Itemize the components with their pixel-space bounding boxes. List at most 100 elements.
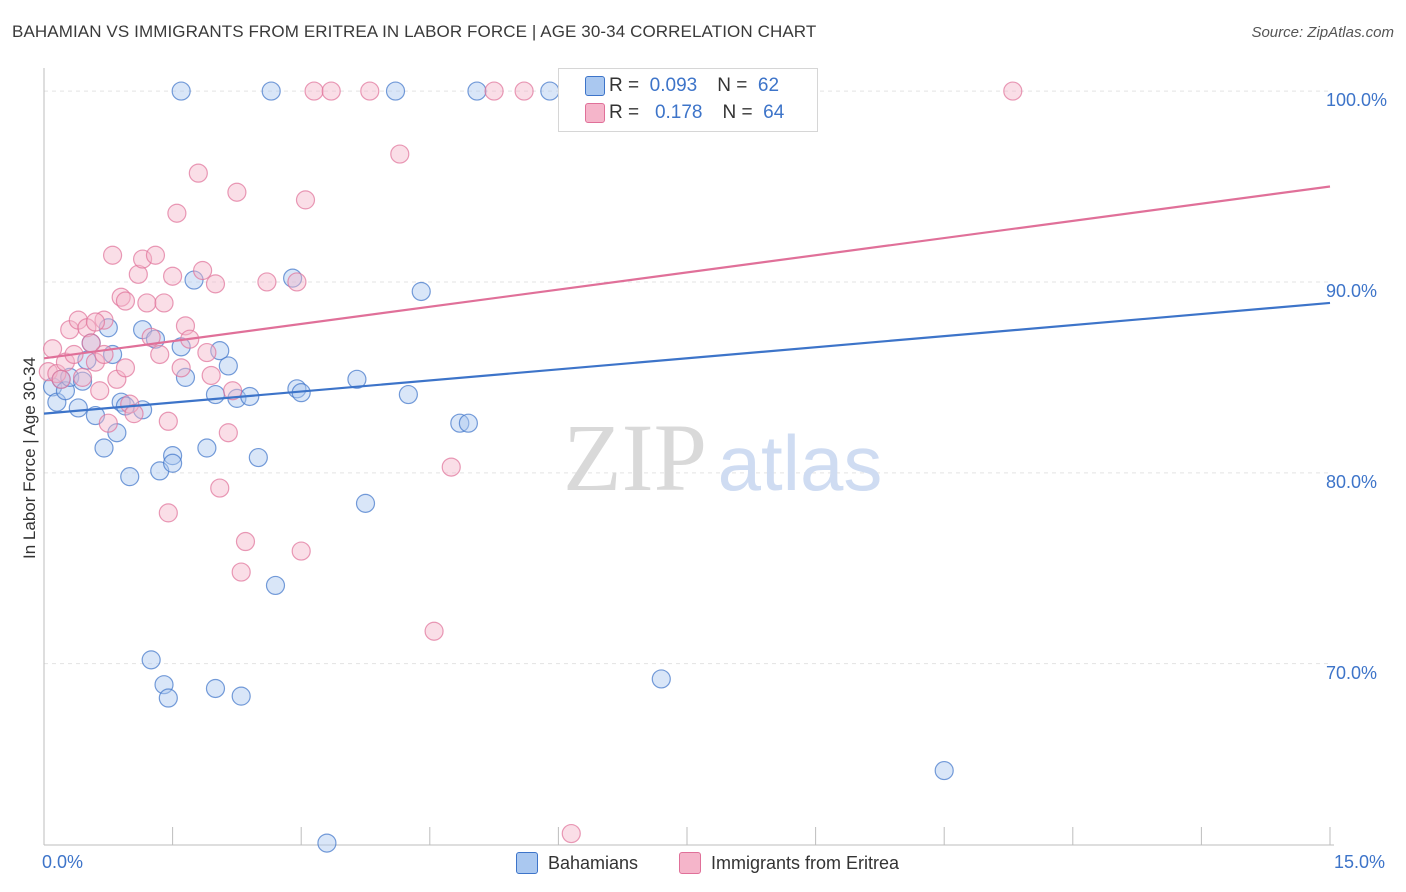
point-bahamians [141,650,161,670]
legend-label-eritrea: Immigrants from Eritrea [711,852,900,873]
legend-r-label: R = [609,102,640,123]
y-tick-label: 100.0% [1326,90,1388,111]
point-eritrea [188,163,208,183]
point-eritrea [287,272,307,292]
legend-row-bahamians: R = 0.093 N = 62 [585,74,779,98]
x-tick-label-max: 15.0% [1334,852,1386,872]
point-bahamians [231,686,251,706]
point-bahamians [94,438,114,458]
legend-n-label: N = [717,75,748,96]
point-bahamians [163,446,183,466]
point-eritrea [141,327,161,347]
point-eritrea [321,81,341,101]
point-eritrea [150,344,170,365]
legend-n-label: N = [722,102,753,123]
point-bahamians [651,669,671,689]
axes [43,68,1334,846]
trendline-eritrea [43,185,1331,360]
point-eritrea [158,411,178,431]
series-legend: Bahamians Immigrants from Eritrea [0,852,1406,876]
point-bahamians [467,81,487,101]
point-eritrea [218,423,238,443]
legend-item-eritrea: Immigrants from Eritrea [679,852,899,874]
data-points [38,81,1023,853]
point-eritrea [158,503,178,523]
trendline-bahamians [43,301,1331,415]
point-bahamians [68,398,88,418]
point-eritrea [163,266,183,286]
legend-swatch-blue [516,852,538,874]
legend-r-value: 0.178 [654,102,703,123]
point-eritrea [51,369,71,389]
point-bahamians [171,81,191,101]
point-eritrea [227,182,247,202]
point-eritrea [124,404,144,424]
point-bahamians [398,384,418,405]
point-bahamians [355,493,376,513]
y-tick-label: 70.0% [1326,662,1378,683]
point-bahamians [265,575,286,596]
point-eritrea [484,81,504,101]
point-eritrea [115,358,136,378]
point-eritrea [120,394,140,414]
point-bahamians [205,384,226,405]
watermark-zip: ZIP [563,404,707,511]
legend-label-bahamians: Bahamians [548,852,639,873]
point-bahamians [317,833,337,853]
y-tick-label: 80.0% [1326,471,1378,492]
trend-lines [43,185,1331,415]
point-bahamians [385,81,406,101]
point-eritrea [90,381,110,401]
point-bahamians [411,281,431,302]
point-eritrea [231,562,251,582]
point-eritrea [205,274,226,294]
point-eritrea [132,249,153,269]
stats-legend: R = 0.093 N = 62 R = 0.178 N = 64 [558,68,818,132]
point-bahamians [934,760,954,781]
watermark: ZIP atlas [563,404,882,511]
point-bahamians [248,447,268,468]
point-eritrea [193,260,213,281]
point-eritrea [360,81,380,101]
point-eritrea [1003,81,1023,101]
point-bahamians [163,453,183,473]
point-bahamians [120,467,140,487]
watermark-atlas: atlas [718,419,883,507]
point-bahamians [158,688,178,708]
point-eritrea [235,531,256,552]
point-eritrea [98,413,118,433]
point-eritrea [201,365,221,386]
point-eritrea [128,264,148,284]
point-bahamians [218,356,238,376]
point-bahamians [261,81,281,101]
point-bahamians [175,367,196,387]
legend-swatch-pink [679,852,701,874]
point-bahamians [347,369,367,389]
point-eritrea [145,245,166,265]
point-bahamians [197,438,217,458]
chart-title: BAHAMIAN VS IMMIGRANTS FROM ERITREA IN L… [12,22,817,41]
point-eritrea [295,190,316,210]
point-eritrea [223,381,243,401]
point-eritrea [115,291,136,311]
y-tick-label: 90.0% [1326,280,1378,301]
legend-item-bahamians: Bahamians [516,852,638,874]
point-eritrea [94,344,114,365]
legend-swatch-pink [585,103,605,123]
point-eritrea [197,342,217,363]
legend-r-label: R = [609,75,640,96]
point-eritrea [171,358,191,378]
point-eritrea [85,312,106,332]
point-eritrea [390,144,410,164]
point-eritrea [102,245,123,265]
point-bahamians [458,413,478,433]
point-eritrea [154,293,174,313]
point-eritrea [514,81,534,101]
point-bahamians [540,81,560,101]
source-label: Source: ZipAtlas.com [1251,24,1394,41]
point-eritrea [72,367,93,387]
point-eritrea [441,457,461,477]
legend-r-value: 0.093 [649,75,698,96]
point-eritrea [424,621,444,641]
x-tick-label-min: 0.0% [42,852,84,872]
